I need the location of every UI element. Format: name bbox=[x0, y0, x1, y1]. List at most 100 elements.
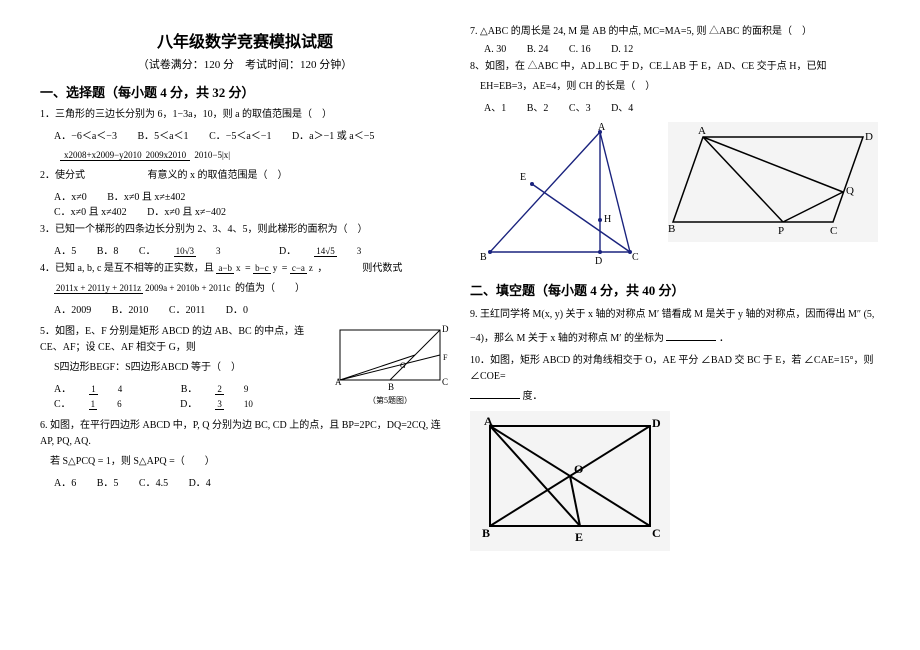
fig8-triangle: A B C D E H bbox=[470, 122, 660, 272]
svg-text:A: A bbox=[484, 414, 493, 428]
q8-options: A、1 B、2 C、3 D、4 bbox=[484, 99, 880, 114]
q7-text: 7. △ABC 的周长是 24, M 是 AB 的中点, MC=MA=5, 则 … bbox=[470, 24, 880, 40]
q6-options: A．6 B．5 C．4.5 D．4 bbox=[54, 474, 450, 489]
svg-text:D: D bbox=[442, 324, 449, 334]
q1-opt-c: C．−5＜a＜−1 bbox=[209, 131, 271, 142]
q4-eq3: c−az bbox=[290, 264, 315, 274]
q8-text2: EH=EB=3，AE=4，则 CH 的长是（ ） bbox=[470, 79, 880, 95]
exam-title: 八年级数学竞赛模拟试题 bbox=[40, 28, 450, 52]
svg-text:C: C bbox=[632, 252, 639, 263]
q6-opt-d: D．4 bbox=[189, 478, 211, 489]
svg-text:C: C bbox=[442, 377, 448, 387]
q9-tail: ． bbox=[719, 333, 729, 344]
q2-opt-d: D．x≠0 且 x≠−402 bbox=[147, 207, 226, 218]
q4-opt-a: A．2009 bbox=[54, 305, 91, 316]
svg-text:B: B bbox=[388, 382, 394, 392]
q2: x2008+x2009−y20102009x2010 2010−5|x| 2．使… bbox=[40, 148, 450, 184]
q6-text: 6. 如图，在平行四边形 ABCD 中，P, Q 分别为边 BC, CD 上的点… bbox=[40, 418, 450, 450]
svg-text:Q: Q bbox=[846, 185, 854, 197]
q9-text: 9. 王红同学将 M(x, y) 关于 x 轴的对称点 M′ 错看成 M 是关于… bbox=[470, 305, 880, 325]
q5-row: 5．如图，E、F 分别是矩形 ABCD 的边 AB、BC 的中点，连 CE、AF… bbox=[40, 320, 450, 414]
q6-text2: 若 S△PCQ = 1，则 S△APQ =（ ） bbox=[50, 454, 450, 470]
q1-text: 1．三角形的三边长分别为 6，1−3a，10，则 a 的取值范围是（ ） bbox=[40, 107, 450, 123]
fig5: A B C D G F （第5题图） bbox=[330, 320, 450, 406]
q10-text: 10．如图，矩形 ABCD 的对角线相交于 O，AE 平分 ∠BAD 交 BC … bbox=[470, 353, 880, 385]
q6-opt-b: B．5 bbox=[97, 478, 119, 489]
q1-options: A．−6＜a＜−3 B．5＜a＜1 C．−5＜a＜−1 D．a＞−1 或 a＜−… bbox=[54, 127, 450, 142]
q2-opt-c: C．x≠0 且 x≠402 bbox=[54, 207, 127, 218]
q1-opt-d: D．a＞−1 或 a＜−5 bbox=[292, 131, 374, 142]
svg-text:D: D bbox=[865, 131, 873, 143]
q7-options: A. 30 B. 24 C. 16 D. 12 bbox=[484, 44, 880, 55]
section-2-title: 二、填空题（每小题 4 分，共 40 分） bbox=[470, 280, 880, 299]
q4-opt-c: C．2011 bbox=[169, 305, 205, 316]
q5-opt-c: C．16 bbox=[54, 399, 160, 410]
svg-text:C: C bbox=[830, 225, 837, 237]
q9-blank bbox=[666, 331, 716, 341]
q5-opt-a: A．14 bbox=[54, 384, 160, 395]
q5-ratio: S四边形BEGF：S四边形ABCD 等于（ ） bbox=[54, 360, 322, 376]
svg-text:C: C bbox=[652, 526, 661, 540]
svg-text:H: H bbox=[604, 214, 611, 225]
q3-opt-a: A．5 bbox=[54, 246, 76, 257]
q4-opt-d: D．0 bbox=[226, 305, 248, 316]
q3-text: 3．已知一个梯形的四条边长分别为 2、3、4、5，则此梯形的面积为（ ） bbox=[40, 222, 450, 238]
q3-opt-d: D．14√53 bbox=[279, 246, 399, 257]
q2-options: A．x≠0 B．x≠0 且 x≠±402 C．x≠0 且 x≠402 D．x≠0… bbox=[54, 188, 450, 218]
svg-text:A: A bbox=[598, 122, 606, 133]
q10-line2: 度． bbox=[470, 389, 880, 405]
q7-opt-c: C. 16 bbox=[569, 44, 591, 55]
section-1-title: 一、选择题（每小题 4 分，共 32 分） bbox=[40, 82, 450, 101]
q3-options: A．5 B．8 C．10√33 D．14√53 bbox=[54, 242, 450, 257]
q4-tail2: 的值为（ ） bbox=[235, 283, 305, 294]
q4-bigfrac: 2011x + 2011y + 2011z2009a + 2010b + 201… bbox=[54, 281, 450, 297]
q9-line2: −4)，那么 M 关于 x 轴的对称点 M′ 的坐标为 ． bbox=[470, 329, 880, 349]
q1-opt-a: A．−6＜a＜−3 bbox=[54, 131, 117, 142]
svg-text:G: G bbox=[400, 361, 406, 370]
q8-opt-c: C、3 bbox=[569, 103, 591, 114]
q7-opt-d: D. 12 bbox=[611, 44, 633, 55]
svg-text:E: E bbox=[520, 172, 526, 183]
right-column: 7. △ABC 的周长是 24, M 是 AB 的中点, MC=MA=5, 则 … bbox=[460, 20, 890, 551]
svg-text:P: P bbox=[778, 225, 784, 237]
q4-options: A．2009 B．2010 C．2011 D．0 bbox=[54, 301, 450, 316]
q6-opt-c: C．4.5 bbox=[139, 478, 168, 489]
q2-expr: x2008+x2009−y20102009x2010 2010−5|x| bbox=[60, 151, 232, 161]
q2-lead: 2．使分式 bbox=[40, 170, 85, 181]
q7-opt-a: A. 30 bbox=[484, 44, 506, 55]
q4-tail: ， 则代数式 bbox=[317, 263, 402, 274]
svg-text:F: F bbox=[443, 353, 448, 362]
q4: 4．已知 a, b, c 是互不相等的正实数，且 a−bx = b−cy = c… bbox=[40, 261, 450, 277]
q8-figures: A B C D E H A D B C P Q bbox=[470, 122, 880, 272]
left-column: 八年级数学竞赛模拟试题 （试卷满分：120 分 考试时间：120 分钟） 一、选… bbox=[30, 20, 460, 551]
exam-subtitle: （试卷满分：120 分 考试时间：120 分钟） bbox=[40, 56, 450, 72]
q5-opt-b: B．29 bbox=[181, 384, 287, 395]
svg-text:D: D bbox=[652, 416, 661, 430]
q3-opt-c: C．10√33 bbox=[139, 246, 259, 257]
q1-opt-b: B．5＜a＜1 bbox=[137, 131, 188, 142]
q8-opt-d: D、4 bbox=[611, 103, 633, 114]
svg-text:D: D bbox=[595, 256, 602, 267]
q2-tail: 有意义的 x 的取值范围是（ ） bbox=[148, 170, 288, 181]
svg-text:A: A bbox=[698, 125, 706, 137]
q4-eq2: b−cy bbox=[253, 264, 279, 274]
q8-opt-a: A、1 bbox=[484, 103, 506, 114]
fig5-caption: （第5题图） bbox=[330, 395, 450, 406]
q6-opt-a: A．6 bbox=[54, 478, 76, 489]
q5-text: 5．如图，E、F 分别是矩形 ABCD 的边 AB、BC 的中点，连 CE、AF… bbox=[40, 324, 322, 356]
fig10: A D B C E O bbox=[470, 411, 670, 551]
q8-text: 8、如图，在 △ABC 中，AD⊥BC 于 D，CE⊥AB 于 E，AD、CE … bbox=[470, 59, 880, 75]
q8-opt-b: B、2 bbox=[527, 103, 549, 114]
q9-text2: −4)，那么 M 关于 x 轴的对称点 M′ 的坐标为 bbox=[470, 333, 664, 344]
q10-text2: 度． bbox=[523, 391, 543, 402]
q2-opt-b: B．x≠0 且 x≠±402 bbox=[107, 192, 185, 203]
q10-blank bbox=[470, 389, 520, 399]
svg-text:O: O bbox=[574, 462, 583, 476]
q4-text: 4．已知 a, b, c 是互不相等的正实数，且 bbox=[40, 263, 214, 274]
svg-text:E: E bbox=[575, 530, 583, 544]
q7-opt-b: B. 24 bbox=[527, 44, 549, 55]
q5-options: A．14 B．29 C．16 D．310 bbox=[54, 380, 322, 410]
svg-text:B: B bbox=[482, 526, 490, 540]
svg-text:A: A bbox=[335, 377, 342, 387]
q4-opt-b: B．2010 bbox=[112, 305, 149, 316]
